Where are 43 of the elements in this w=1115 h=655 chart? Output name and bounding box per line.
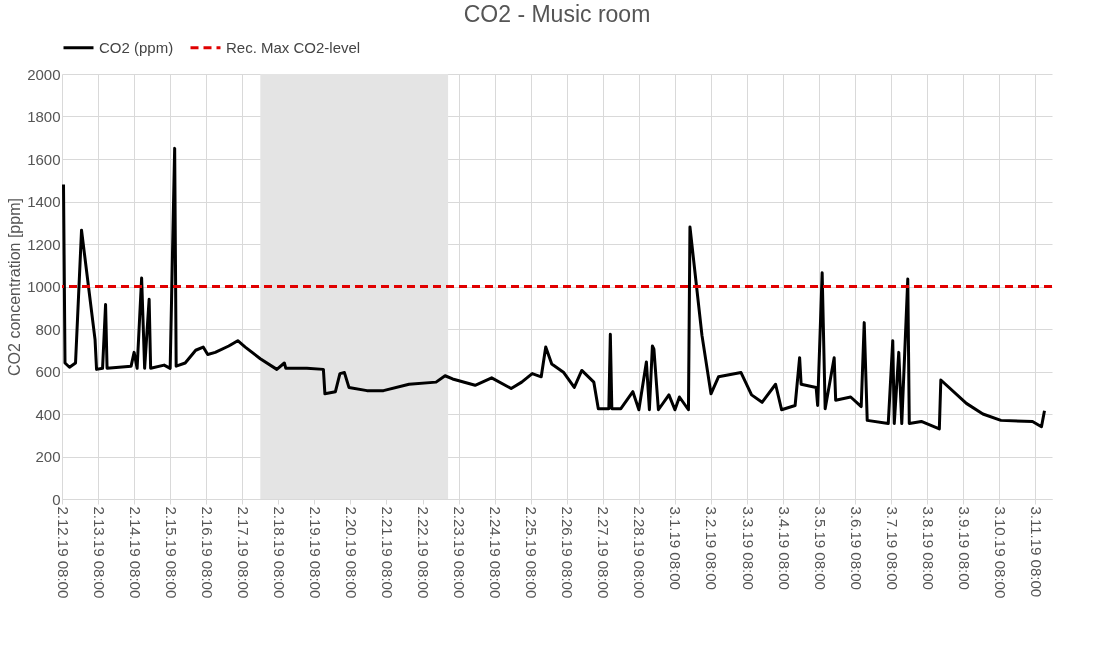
x-tick-label: 3.3.19 08:00 [739, 506, 757, 590]
x-tick-label: 3.8.19 08:00 [919, 506, 937, 590]
x-tick-label: 2.27.19 08:00 [595, 506, 613, 599]
x-tick-label: 2.28.19 08:00 [631, 506, 649, 599]
x-tick-label: 3.2.19 08:00 [703, 506, 721, 590]
y-tick-label: 400 [35, 405, 61, 423]
y-tick-label: 1200 [27, 235, 61, 253]
x-tick-label: 3.11.19 08:00 [1027, 506, 1045, 598]
y-tick-label: 0 [52, 490, 61, 508]
x-tick-label: 3.10.19 08:00 [991, 506, 1009, 599]
x-tick-label: 2.12.19 08:00 [54, 506, 72, 599]
x-tick-label: 2.17.19 08:00 [234, 506, 252, 599]
legend-label: Rec. Max CO2-level [226, 38, 361, 56]
x-tick-label: 2.26.19 08:00 [559, 506, 577, 599]
x-tick-label: 2.23.19 08:00 [451, 506, 469, 599]
x-tick-label: 2.13.19 08:00 [90, 506, 108, 599]
x-tick-label: 3.5.19 08:00 [811, 506, 829, 590]
x-tick-label: 3.1.19 08:00 [667, 506, 685, 590]
x-tick-label: 2.15.19 08:00 [162, 506, 180, 599]
y-tick-label: 200 [35, 448, 61, 465]
y-tick-label: 600 [35, 363, 61, 380]
y-tick-label: 800 [35, 320, 61, 338]
legend-label: CO2 (ppm) [99, 38, 174, 56]
y-tick-label: 1600 [27, 150, 61, 168]
chart-title: CO2 - Music room [463, 1, 651, 27]
x-tick-label: 3.7.19 08:00 [883, 506, 901, 590]
x-tick-label: 2.24.19 08:00 [487, 506, 505, 599]
x-tick-label: 2.21.19 08:00 [378, 506, 396, 599]
x-tick-label: 2.19.19 08:00 [306, 506, 324, 599]
x-tick-label: 2.16.19 08:00 [198, 506, 216, 599]
y-tick-label: 1400 [27, 193, 61, 210]
x-tick-label: 3.4.19 08:00 [775, 506, 793, 590]
x-tick-label: 2.20.19 08:00 [342, 506, 360, 599]
x-tick-label: 2.25.19 08:00 [523, 506, 541, 599]
y-tick-label: 1000 [27, 278, 61, 295]
x-tick-label: 2.14.19 08:00 [126, 506, 144, 599]
y-axis-title: CO2 concentration [ppm] [6, 198, 24, 376]
x-tick-label: 3.9.19 08:00 [955, 506, 973, 590]
y-tick-label: 1800 [27, 108, 61, 125]
x-tick-label: 3.6.19 08:00 [847, 506, 865, 590]
y-tick-label: 2000 [27, 65, 61, 83]
x-tick-label: 2.18.19 08:00 [270, 506, 288, 599]
x-tick-label: 2.22.19 08:00 [415, 506, 433, 599]
